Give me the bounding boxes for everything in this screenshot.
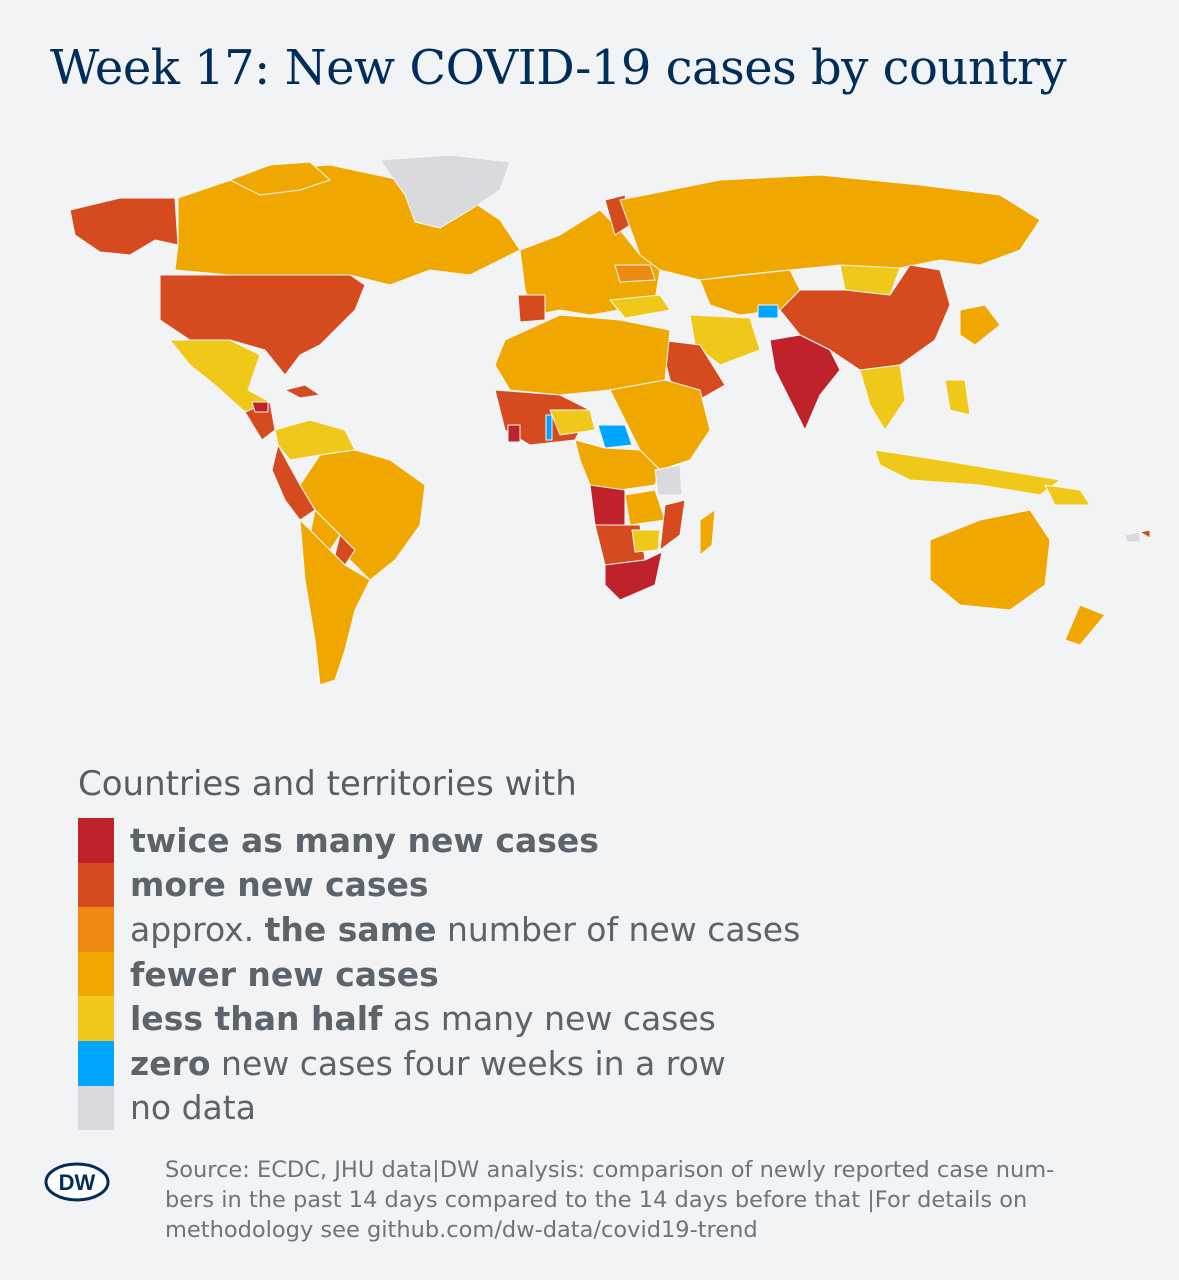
dw-logo-text: DW [59,1170,96,1195]
region-indonesia [874,449,1061,496]
region-caribbean [284,384,321,399]
region-nigeria [549,409,596,436]
region-kyrgyzstan [757,304,779,319]
legend-swatch-twice [78,818,114,863]
region-turkey [609,294,671,319]
region-fiji [1139,529,1151,539]
legend-item-more: more new cases [78,862,1078,908]
legend-swatch-same [78,907,114,952]
region-arabia [659,339,726,406]
region-south-africa [604,551,663,601]
legend: twice as many new cases more new cases a… [78,818,1078,1131]
legend-item-same: approx. the same number of new cases [78,907,1078,952]
legend-item-nodata: no data [78,1085,1078,1131]
world-map [69,154,1151,686]
region-sierra-leone [507,424,521,443]
legend-item-half: less than half as many new cases [78,996,1078,1041]
region-philippines [944,379,971,416]
legend-label-zero: zero [130,1043,211,1083]
region-southeast-asia [859,364,906,431]
region-alaska [69,197,179,256]
region-zimbabwe [631,529,661,553]
region-new-zealand [1064,604,1106,646]
legend-label-fewer: fewer new cases [130,954,439,994]
dw-logo: DW [44,1162,110,1202]
legend-label-same: the same [264,909,437,949]
region-iran [689,314,761,366]
legend-swatch-fewer [78,951,114,997]
region-greenland [379,154,511,229]
region-mexico [169,339,271,413]
legend-item-zero: zero new cases four weeks in a row [78,1040,1078,1086]
region-car [597,424,633,449]
region-india [769,334,841,431]
region-arctic-islands [229,161,331,196]
region-tanzania [654,464,683,496]
source-line: Source: ECDC, JHU data|DW analysis: comp… [165,1157,1055,1183]
legend-label-nodata: no data [130,1088,256,1128]
region-ukraine [614,264,656,283]
legend-swatch-more [78,862,114,908]
legend-swatch-nodata [78,1085,114,1131]
page-title: Week 17: New COVID-19 cases by country [50,40,1067,96]
legend-item-fewer: fewer new cases [78,951,1078,997]
source-note: Source: ECDC, JHU data|DW analysis: comp… [165,1155,1145,1245]
region-argentina-chile [299,519,371,686]
region-central-africa [574,439,661,491]
region-angola [589,484,626,526]
legend-label-more: more new cases [130,865,429,905]
region-benin [545,414,553,441]
legend-label-twice: twice as many new cases [130,820,599,860]
legend-heading: Countries and territories with [78,764,577,804]
region-australia [929,509,1051,611]
region-russia [619,174,1041,281]
region-iberia [517,294,546,323]
region-north-africa [494,314,671,396]
region-madagascar [699,509,716,556]
region-papua [1044,484,1091,506]
region-pacific-islands [1124,531,1141,543]
legend-swatch-half [78,996,114,1041]
legend-swatch-zero [78,1040,114,1086]
region-honduras [251,401,269,413]
legend-item-twice: twice as many new cases [78,818,1078,863]
region-mozambique [659,499,686,551]
source-line: methodology see github.com/dw-data/covid… [165,1217,758,1243]
region-japan [959,304,1001,346]
legend-label-half: less than half [130,999,383,1039]
source-line: bers in the past 14 days compared to the… [165,1187,1028,1213]
